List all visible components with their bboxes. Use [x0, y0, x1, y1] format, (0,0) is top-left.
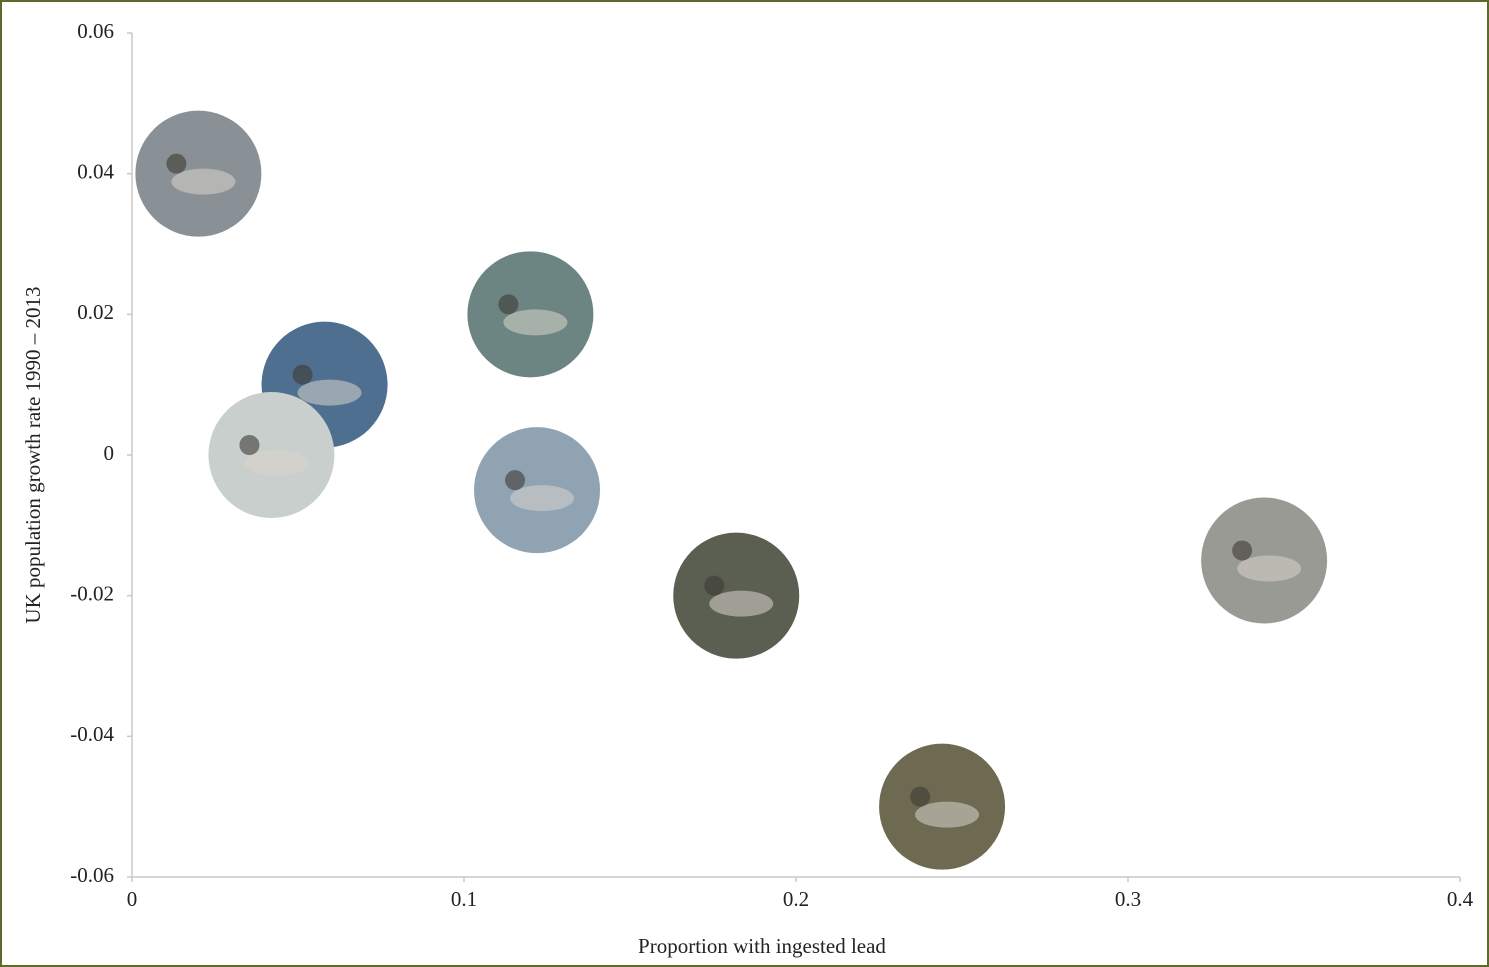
y-tick-label: -0.04: [70, 722, 114, 746]
duck-marker: [879, 743, 1006, 870]
x-tick-label: 0.1: [451, 887, 477, 911]
duck-body: [709, 590, 774, 617]
duck-marker: [474, 427, 601, 554]
duck-head: [704, 575, 725, 596]
duck-body: [510, 485, 575, 512]
duck-head: [505, 470, 526, 491]
duck-head: [498, 294, 519, 315]
duck-body: [915, 801, 980, 828]
duck-marker: [135, 110, 262, 237]
y-tick-label: 0.06: [77, 19, 114, 43]
duck-head: [166, 153, 187, 174]
y-tick-label: 0: [104, 441, 115, 465]
y-tick-label: 0.04: [77, 159, 114, 183]
duck-body: [297, 379, 362, 406]
duck-head: [239, 435, 260, 455]
duck-marker: [467, 251, 594, 378]
x-tick-label: 0.2: [783, 887, 809, 911]
duck-head: [292, 364, 313, 385]
duck-head: [910, 786, 931, 807]
x-tick-label: 0.3: [1115, 887, 1141, 911]
duck-body: [244, 450, 309, 476]
duck-body: [1237, 555, 1302, 582]
y-tick-label: 0.02: [77, 300, 114, 324]
x-tick-label: 0.4: [1447, 887, 1474, 911]
duck-marker: [1201, 497, 1328, 624]
duck-marker: [673, 532, 800, 659]
duck-marker: [208, 392, 335, 518]
duck-body: [171, 168, 236, 195]
x-tick-label: 0: [127, 887, 138, 911]
duck-head: [1232, 540, 1253, 561]
y-axis-title: UK population growth rate 1990 – 2013: [21, 286, 45, 623]
x-axis-title: Proportion with ingested lead: [638, 934, 886, 958]
duck-body: [503, 309, 568, 336]
y-tick-label: -0.02: [70, 581, 114, 605]
y-tick-label: -0.06: [70, 863, 114, 887]
